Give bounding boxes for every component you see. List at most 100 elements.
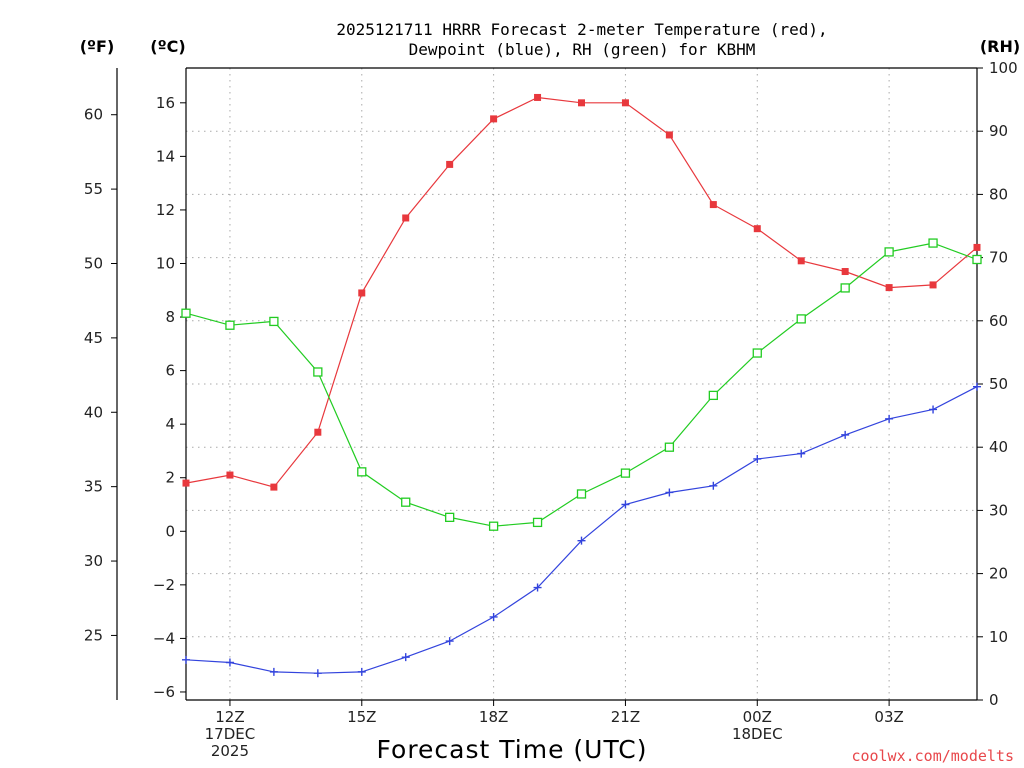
celsius-tick-label: −4: [153, 629, 175, 647]
rh-point: [269, 316, 279, 327]
rh-point: [928, 238, 938, 248]
celsius-tick-label: 6: [165, 362, 175, 380]
fahrenheit-tick-label: 60: [84, 106, 103, 124]
temperature-point: [182, 479, 190, 487]
celsius-tick-label: 12: [156, 201, 175, 219]
rh-point: [401, 497, 411, 507]
rh-tick-label: 20: [989, 565, 1008, 583]
dewpoint-line: [185, 386, 978, 674]
celsius-tick-label: 8: [165, 308, 175, 326]
title-line-2: Dewpoint (blue), RH (green) for KBHM: [409, 40, 756, 59]
temperature-point: [490, 115, 498, 123]
rh-tick-label: 70: [989, 249, 1008, 267]
x-tick-label: 18Z: [479, 708, 508, 726]
fahrenheit-tick-label: 35: [84, 478, 103, 496]
temperature-point: [358, 289, 366, 297]
temperature-point: [534, 93, 542, 101]
dewpoint-point: [225, 658, 234, 667]
celsius-unit-label: (ºC): [150, 37, 185, 56]
rh-point: [840, 283, 850, 293]
dewpoint-point: [269, 667, 278, 676]
plot-frame: [116, 67, 978, 701]
dewpoint-point: [929, 405, 938, 414]
dewpoint-point: [621, 500, 630, 509]
x-tick-label: 12Z: [215, 708, 244, 726]
temperature-point: [578, 99, 585, 107]
dewpoint-point: [841, 430, 850, 439]
source-credit: coolwx.com/modelts: [851, 747, 1014, 765]
rh-point: [620, 468, 631, 478]
temperature-point: [841, 268, 849, 276]
dewpoint-point: [885, 414, 894, 423]
temperature-point: [314, 428, 322, 436]
dewpoint-point: [313, 669, 322, 678]
rh-point: [576, 489, 587, 499]
rh-tick-label: 80: [989, 185, 1008, 203]
temperature-point: [797, 257, 805, 265]
x-axis-title: Forecast Time (UTC): [377, 735, 648, 764]
rh-point: [664, 442, 675, 452]
celsius-tick-label: 0: [165, 522, 175, 540]
celsius-tick-label: 10: [156, 254, 175, 272]
rh-unit-label: (RH): [980, 37, 1020, 56]
rh-line: [185, 242, 978, 527]
grid-lines: [186, 68, 977, 700]
temperature-point: [929, 281, 937, 289]
x-tick-label: 03Z: [874, 708, 903, 726]
fahrenheit-tick-label: 50: [84, 254, 103, 272]
dewpoint-point: [357, 667, 366, 676]
rh-point: [225, 320, 235, 330]
fahrenheit-tick-label: 30: [84, 552, 103, 570]
fahrenheit-unit-label: (ºF): [80, 37, 115, 56]
temperature-point: [446, 160, 454, 168]
rh-tick-label: 100: [989, 59, 1018, 77]
fahrenheit-tick-label: 45: [84, 329, 103, 347]
x-tick-label: 17DEC: [205, 725, 256, 743]
fahrenheit-tick-label: 55: [84, 180, 103, 198]
rh-point: [357, 467, 367, 477]
rh-tick-label: 50: [989, 375, 1008, 393]
celsius-tick-label: 4: [165, 415, 175, 433]
temperature-line: [185, 96, 978, 488]
temperature-point: [885, 284, 893, 292]
temperature-point: [621, 99, 629, 107]
dewpoint-point: [489, 612, 498, 621]
rh-point: [313, 367, 323, 377]
temperature-point: [270, 483, 278, 491]
temperature-point: [226, 471, 234, 479]
temperature-point: [402, 214, 410, 222]
x-tick-label: 00Z: [743, 708, 772, 726]
temperature-point: [973, 243, 981, 251]
dewpoint-point: [797, 449, 806, 458]
temperature-point: [665, 131, 673, 139]
title-line-1: 2025121711 HRRR Forecast 2-meter Tempera…: [336, 20, 827, 39]
rh-tick-label: 10: [989, 628, 1008, 646]
celsius-tick-label: 16: [156, 94, 175, 112]
fahrenheit-tick-label: 25: [84, 626, 103, 644]
rh-tick-label: 30: [989, 501, 1008, 519]
rh-tick-label: 90: [989, 122, 1008, 140]
x-tick-label: 21Z: [611, 708, 640, 726]
rh-point: [884, 247, 894, 257]
rh-tick-label: 0: [989, 691, 999, 709]
dewpoint-point: [753, 454, 762, 463]
rh-point: [532, 517, 543, 528]
celsius-tick-label: −2: [153, 576, 175, 594]
data-series: [181, 93, 982, 678]
rh-point: [708, 390, 718, 401]
temperature-point: [753, 225, 761, 233]
rh-point: [445, 512, 455, 523]
x-tick-label: 2025: [211, 742, 249, 760]
rh-point: [796, 314, 806, 324]
rh-tick-label: 60: [989, 312, 1008, 330]
rh-point: [181, 308, 191, 318]
rh-point: [488, 521, 499, 531]
celsius-tick-label: 14: [156, 147, 175, 165]
dewpoint-point: [182, 655, 190, 664]
fahrenheit-tick-label: 40: [84, 403, 103, 421]
dewpoint-point: [665, 488, 674, 497]
dewpoint-point: [445, 637, 454, 646]
rh-point: [752, 348, 762, 358]
